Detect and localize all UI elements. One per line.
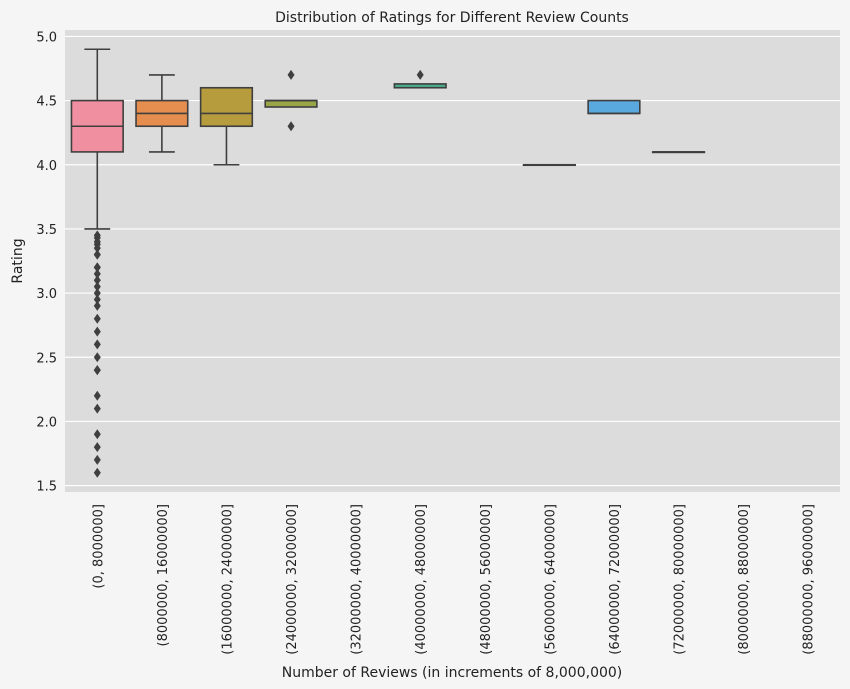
outlier-point [93, 243, 101, 254]
outlier-point [93, 326, 101, 337]
x-tick-label: (40000000, 48000000] [414, 504, 429, 655]
x-tick-label: (56000000, 64000000] [543, 504, 558, 655]
outlier-point [93, 429, 101, 440]
plot-area [65, 30, 840, 492]
outlier-point [416, 69, 424, 80]
outlier-point [93, 300, 101, 311]
box-series [70, 48, 706, 478]
box-group [135, 74, 189, 153]
box-group [70, 48, 124, 478]
outlier-point [93, 313, 101, 324]
x-tick-label: (0, 8000000] [91, 504, 106, 589]
box-group [587, 99, 641, 115]
y-tick-label: 2.5 [36, 351, 57, 366]
x-tick-label: (16000000, 24000000] [220, 504, 235, 655]
x-tick-label: (32000000, 40000000] [350, 504, 365, 655]
outlier-point [93, 249, 101, 260]
y-axis-label: Rating [10, 238, 26, 283]
outlier-point [93, 365, 101, 376]
y-tick-label: 5.0 [36, 30, 57, 45]
outlier-point [287, 121, 295, 132]
x-tick-label: (80000000, 88000000] [737, 504, 752, 655]
outlier-point [93, 268, 101, 279]
x-axis-label: Number of Reviews (in increments of 8,00… [282, 665, 623, 681]
y-tick-label: 2.0 [36, 415, 57, 430]
y-tick-label: 4.0 [36, 159, 57, 174]
x-tick-label: (88000000, 96000000] [802, 504, 817, 655]
x-tick-label: (72000000, 80000000] [673, 504, 688, 655]
box-group [393, 69, 447, 89]
outlier-point [93, 454, 101, 465]
x-axis-ticks: (0, 8000000] (8000000, 16000000] (16000000… [91, 504, 816, 655]
outlier-point [93, 442, 101, 453]
outlier-point [93, 294, 101, 305]
box-group [199, 86, 254, 166]
box-group [522, 163, 577, 167]
x-tick-label: (48000000, 56000000] [479, 504, 494, 655]
y-tick-label: 3.5 [36, 223, 57, 238]
outlier-point [93, 275, 101, 286]
outlier-point [93, 403, 101, 414]
outlier-point [93, 262, 101, 273]
box-group [264, 69, 318, 132]
box [264, 99, 318, 108]
y-tick-label: 4.5 [36, 95, 57, 110]
outlier-point [93, 281, 101, 292]
outlier-point [93, 390, 101, 401]
box [199, 86, 254, 128]
outlier-point [93, 467, 101, 478]
outlier-point [93, 352, 101, 363]
gridlines [65, 35, 840, 487]
outlier-point [93, 288, 101, 299]
chart-title: Distribution of Ratings for Different Re… [275, 10, 629, 26]
x-tick-label: (8000000, 16000000] [156, 504, 171, 646]
x-tick-label: (64000000, 72000000] [608, 504, 623, 655]
outlier-point [93, 339, 101, 350]
y-tick-label: 1.5 [36, 480, 57, 495]
box [587, 99, 641, 115]
box-group [651, 151, 706, 154]
y-axis-ticks: 1.5 2.0 2.5 3.0 3.5 4.0 4.5 5.0 [36, 30, 57, 494]
outlier-point [287, 69, 295, 80]
x-tick-label: (24000000, 32000000] [285, 504, 300, 655]
y-tick-label: 3.0 [36, 287, 57, 302]
